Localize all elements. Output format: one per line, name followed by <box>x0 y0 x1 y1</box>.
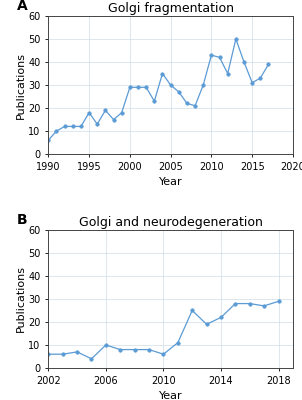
Title: Golgi fragmentation: Golgi fragmentation <box>108 2 234 15</box>
X-axis label: Year: Year <box>159 177 182 187</box>
Text: A: A <box>17 0 27 14</box>
Y-axis label: Publications: Publications <box>15 266 26 332</box>
X-axis label: Year: Year <box>159 391 182 400</box>
Y-axis label: Publications: Publications <box>15 52 26 118</box>
Text: B: B <box>17 213 27 227</box>
Title: Golgi and neurodegeneration: Golgi and neurodegeneration <box>79 216 262 229</box>
